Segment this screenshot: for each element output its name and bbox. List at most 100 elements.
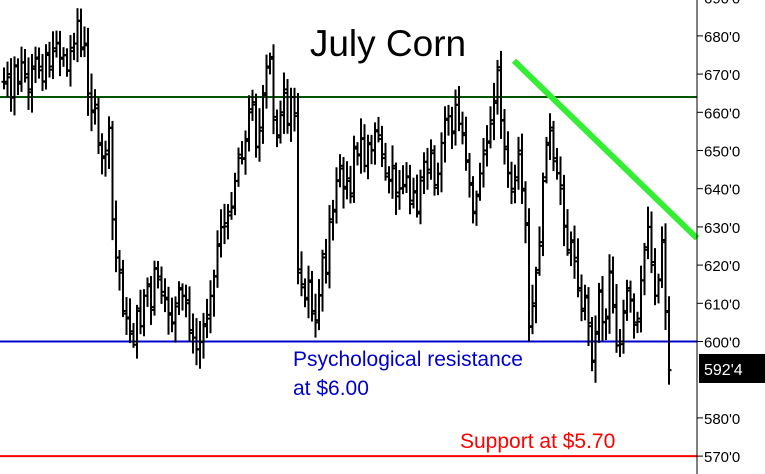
- price-bar: [519, 133, 525, 204]
- price-bar: [474, 190, 479, 226]
- price-bar: [383, 142, 388, 181]
- price-bar: [166, 286, 171, 335]
- price-bar: [379, 125, 385, 168]
- price-bar: [341, 157, 346, 209]
- price-bar: [551, 120, 556, 172]
- price-bar: [526, 208, 532, 342]
- price-bar: [607, 254, 612, 334]
- price-bars: [1, 8, 672, 385]
- price-bar: [484, 125, 490, 167]
- price-bar: [358, 118, 364, 174]
- price-bar: [554, 147, 560, 180]
- price-bar: [463, 116, 469, 171]
- price-bar: [337, 154, 343, 188]
- price-bar: [523, 181, 528, 244]
- price-bar: [250, 89, 255, 121]
- price-bar: [61, 47, 66, 67]
- price-bar: [243, 130, 248, 175]
- price-bar: [267, 52, 273, 75]
- price-bar: [439, 132, 444, 193]
- price-bar: [1, 67, 7, 90]
- price-bar: [173, 296, 178, 343]
- price-bar: [505, 131, 511, 188]
- price-bar: [145, 277, 150, 307]
- price-bar: [176, 281, 182, 316]
- price-bar: [411, 177, 416, 209]
- y-tick-label: 600'0: [704, 335, 740, 352]
- price-bar: [190, 313, 196, 354]
- price-bar: [218, 209, 224, 258]
- price-bar: [390, 145, 395, 199]
- y-axis-ticks: 690'0 680'0 670'0 660'0 650'0 640'0 630'0 620'0…: [697, 0, 740, 466]
- last-price-label: 592'4: [704, 362, 743, 379]
- price-bar: [92, 89, 98, 125]
- price-bar: [323, 238, 329, 284]
- price-bar: [5, 61, 10, 98]
- price-bar: [386, 166, 392, 194]
- price-bar: [96, 97, 101, 155]
- price-bar: [442, 106, 448, 163]
- price-bar: [320, 249, 325, 312]
- y-tick-label: 660'0: [704, 105, 740, 122]
- price-bar: [502, 109, 507, 165]
- price-bar: [467, 152, 472, 198]
- price-bar: [414, 174, 420, 218]
- price-bar: [208, 280, 213, 334]
- price-bar: [285, 79, 290, 134]
- price-bar: [421, 152, 427, 194]
- price-bar: [428, 139, 434, 180]
- price-bar: [400, 165, 406, 195]
- price-bar: [89, 73, 94, 132]
- price-bar: [162, 278, 168, 313]
- price-bar: [596, 282, 602, 343]
- price-bar: [50, 31, 56, 80]
- price-bar: [8, 58, 14, 112]
- price-bar: [603, 308, 609, 341]
- price-bar: [113, 200, 119, 273]
- price-bar: [537, 226, 542, 276]
- price-bar: [638, 265, 644, 333]
- price-bar: [274, 109, 280, 148]
- price-bar: [544, 136, 549, 184]
- last-price-box: [699, 354, 765, 383]
- price-bar: [278, 100, 283, 144]
- price-bar: [460, 111, 465, 145]
- resistance-annotation-line1: Psychological resistance: [293, 348, 523, 371]
- price-bar: [103, 140, 108, 177]
- price-bar: [99, 133, 105, 175]
- price-bar: [134, 304, 140, 359]
- price-bar: [432, 145, 437, 196]
- y-tick-label: 670'0: [704, 67, 740, 84]
- price-bar: [155, 260, 161, 289]
- price-bar: [610, 256, 616, 314]
- price-bar: [334, 167, 339, 224]
- price-bar: [533, 266, 539, 324]
- price-bar: [645, 206, 651, 260]
- price-bar: [260, 84, 266, 144]
- price-bar: [488, 106, 493, 149]
- price-bar: [271, 44, 276, 135]
- price-bar: [264, 54, 269, 109]
- price-bar: [78, 8, 84, 58]
- price-bar: [628, 280, 633, 313]
- price-bar: [22, 49, 28, 83]
- price-bar: [512, 164, 518, 204]
- price-bar: [355, 142, 360, 166]
- price-bar: [64, 48, 70, 77]
- price-bar: [169, 297, 175, 333]
- price-bar: [568, 231, 574, 267]
- price-bar: [236, 147, 241, 187]
- price-bar: [306, 265, 311, 319]
- price-bar: [491, 82, 497, 141]
- price-bar: [187, 286, 192, 343]
- price-bar: [656, 273, 661, 304]
- y-tick-label: 620'0: [704, 258, 740, 275]
- price-bar: [666, 296, 672, 385]
- price-bar: [138, 289, 143, 335]
- price-bar: [397, 170, 402, 210]
- price-bar: [33, 46, 38, 83]
- price-bar: [547, 113, 553, 161]
- price-bar: [572, 225, 577, 279]
- price-bar: [348, 165, 353, 204]
